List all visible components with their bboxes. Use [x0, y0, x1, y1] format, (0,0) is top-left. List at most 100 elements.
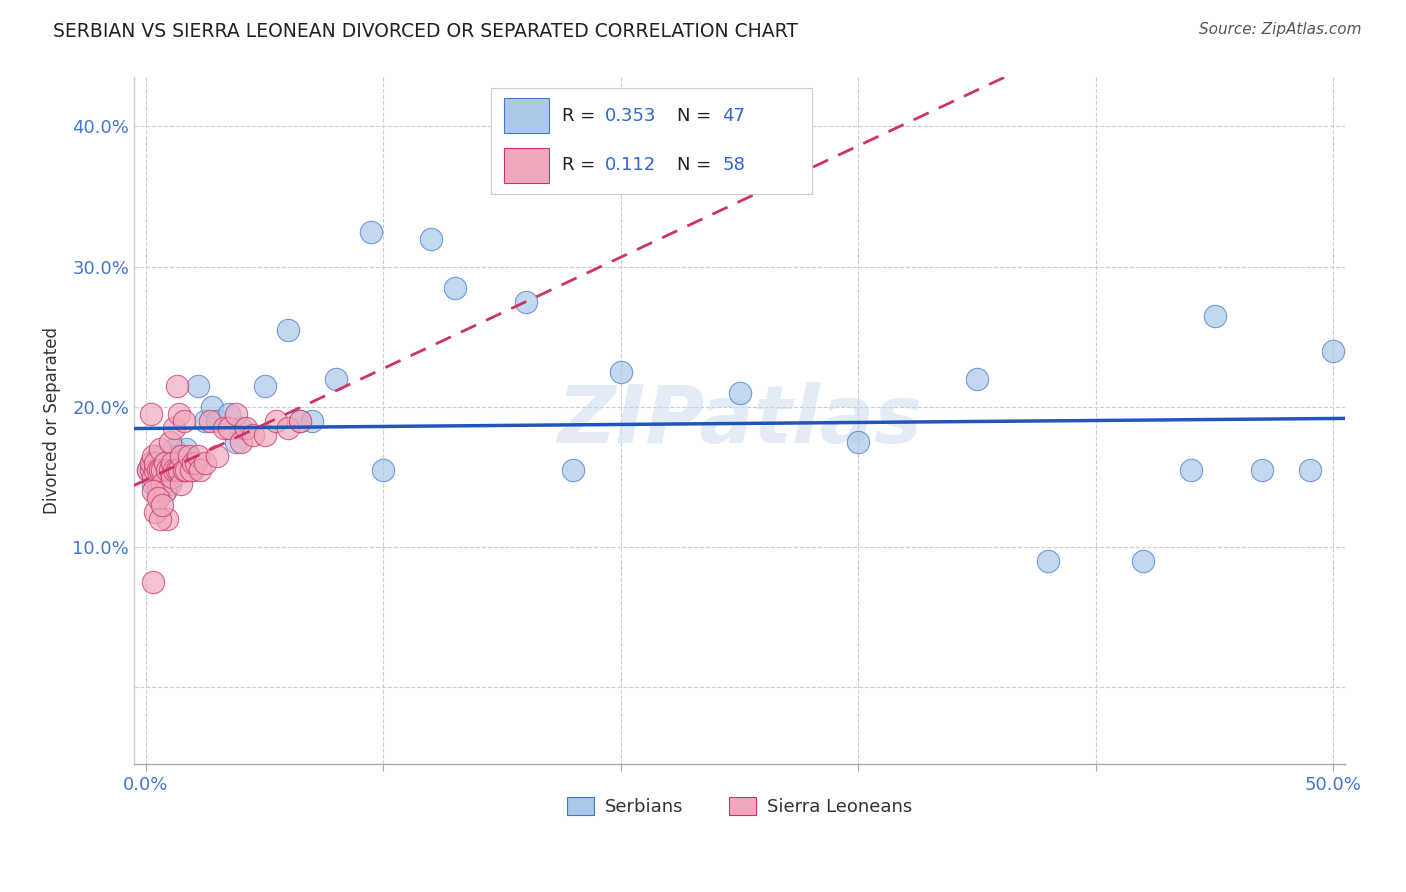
Point: [301, 414, 323, 428]
Point: [183, 463, 205, 477]
Point: [166, 463, 188, 477]
Point: [253, 378, 276, 392]
Point: [136, 463, 159, 477]
Point: [1204, 309, 1226, 323]
Point: [136, 463, 159, 477]
Point: [190, 463, 212, 477]
Point: [218, 407, 240, 421]
Point: [149, 511, 172, 525]
Point: [159, 434, 181, 449]
Text: ZIPatlas: ZIPatlas: [557, 382, 922, 459]
Point: [156, 511, 179, 525]
Point: [184, 456, 207, 470]
Point: [229, 420, 252, 434]
Point: [143, 463, 166, 477]
Point: [146, 463, 169, 477]
Point: [160, 469, 183, 483]
Point: [515, 294, 537, 309]
Point: [152, 476, 174, 491]
Point: [235, 420, 257, 434]
Point: [174, 463, 197, 477]
Point: [143, 463, 166, 477]
Point: [290, 414, 312, 428]
Text: Source: ZipAtlas.com: Source: ZipAtlas.com: [1198, 22, 1361, 37]
Point: [419, 231, 441, 245]
Point: [1132, 554, 1154, 568]
Point: [177, 456, 200, 470]
Point: [177, 449, 200, 463]
Point: [266, 414, 288, 428]
Point: [277, 322, 299, 336]
Point: [166, 449, 188, 463]
Point: [167, 407, 190, 421]
Point: [183, 456, 205, 470]
Point: [163, 420, 186, 434]
Y-axis label: Divorced or Separated: Divorced or Separated: [44, 327, 60, 514]
Point: [170, 449, 193, 463]
Point: [142, 483, 165, 498]
Point: [142, 574, 165, 589]
Point: [149, 469, 172, 483]
Point: [173, 414, 195, 428]
Point: [156, 463, 179, 477]
Point: [139, 407, 162, 421]
Point: [562, 463, 585, 477]
Point: [1180, 463, 1202, 477]
Point: [143, 505, 166, 519]
Point: [198, 414, 221, 428]
Point: [212, 420, 235, 434]
Point: [142, 449, 165, 463]
Point: [173, 449, 195, 463]
Point: [173, 463, 195, 477]
Point: [153, 483, 176, 498]
Point: [728, 385, 751, 400]
Point: [170, 476, 193, 491]
Point: [225, 434, 247, 449]
Point: [153, 456, 176, 470]
Point: [201, 400, 224, 414]
Point: [142, 469, 165, 483]
Point: [163, 442, 186, 456]
Point: [152, 463, 174, 477]
Point: [1322, 343, 1344, 358]
Point: [194, 414, 217, 428]
Point: [159, 476, 181, 491]
Point: [160, 449, 183, 463]
Point: [156, 463, 179, 477]
Point: [225, 407, 247, 421]
Point: [966, 371, 988, 385]
Point: [146, 491, 169, 505]
Point: [1038, 554, 1060, 568]
Point: [146, 483, 169, 498]
Point: [846, 434, 869, 449]
Point: [194, 456, 217, 470]
Point: [142, 476, 165, 491]
Point: [218, 420, 240, 434]
Point: [153, 483, 176, 498]
Point: [149, 463, 172, 477]
Point: [152, 498, 174, 512]
Point: [187, 449, 209, 463]
Point: [170, 463, 193, 477]
Point: [149, 442, 172, 456]
Point: [167, 463, 190, 477]
Point: [146, 449, 169, 463]
Legend: Serbians, Sierra Leoneans: Serbians, Sierra Leoneans: [560, 789, 920, 823]
Point: [152, 456, 174, 470]
Point: [187, 378, 209, 392]
Point: [163, 463, 186, 477]
Point: [159, 463, 181, 477]
Point: [139, 456, 162, 470]
Point: [360, 225, 382, 239]
Point: [166, 378, 188, 392]
Point: [443, 280, 465, 294]
Point: [205, 414, 228, 428]
Point: [139, 463, 162, 477]
Point: [253, 427, 276, 442]
Point: [174, 442, 197, 456]
Point: [229, 434, 252, 449]
Point: [242, 427, 264, 442]
Text: SERBIAN VS SIERRA LEONEAN DIVORCED OR SEPARATED CORRELATION CHART: SERBIAN VS SIERRA LEONEAN DIVORCED OR SE…: [53, 22, 799, 41]
Point: [325, 371, 347, 385]
Point: [290, 414, 312, 428]
